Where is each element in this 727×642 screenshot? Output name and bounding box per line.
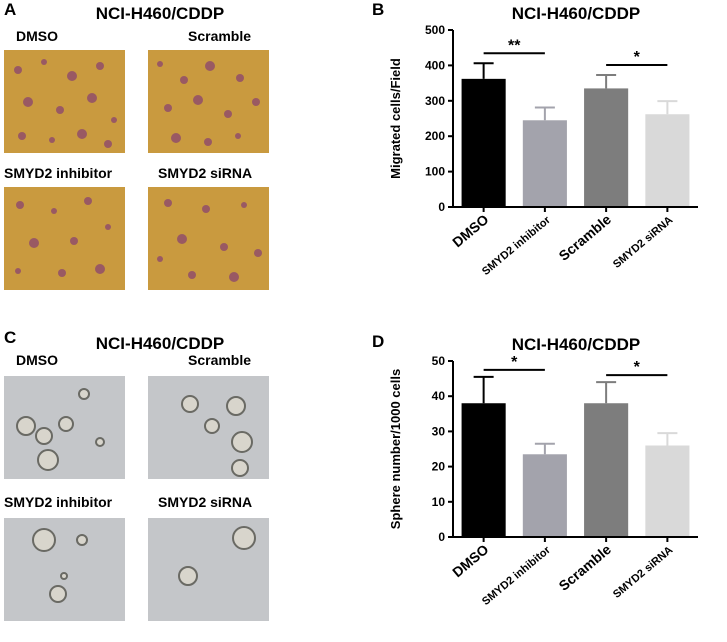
y-tick-label: 0 bbox=[438, 530, 445, 544]
y-tick-label: 10 bbox=[432, 495, 446, 509]
panel-a-title: NCI-H460/CDDP bbox=[95, 4, 225, 23]
bar-scramble bbox=[584, 88, 629, 207]
y-tick-label: 200 bbox=[425, 129, 445, 143]
image-label-scramble: Scramble bbox=[188, 28, 252, 44]
bar-scramble bbox=[584, 403, 629, 537]
panel-d-letter: D bbox=[372, 332, 385, 351]
micrograph-sphere-smyd2-sirna bbox=[148, 518, 269, 621]
micrograph-migration-scramble bbox=[148, 50, 269, 153]
micrograph-sphere-smyd2-inhibitor bbox=[4, 518, 125, 621]
y-tick-label: 500 bbox=[425, 23, 445, 37]
micrograph-migration-smyd2-inhibitor bbox=[4, 187, 125, 290]
image-label-scramble: Scramble bbox=[188, 352, 252, 368]
micrograph-sphere-scramble bbox=[148, 376, 269, 479]
y-axis-label: Sphere number/1000 cells bbox=[388, 369, 403, 529]
panel-c-title: NCI-H460/CDDP bbox=[95, 334, 225, 353]
image-label-smyd2-inhibitor: SMYD2 inhibitor bbox=[4, 494, 113, 510]
image-label-dmso: DMSO bbox=[16, 28, 58, 44]
panel-b-letter: B bbox=[372, 0, 385, 19]
bar-smyd2-inhibitor bbox=[522, 120, 567, 207]
chart-title: NCI-H460/CDDP bbox=[512, 4, 640, 23]
bar-dmso bbox=[461, 78, 506, 208]
y-tick-label: 30 bbox=[432, 424, 446, 438]
significance-label: ** bbox=[508, 37, 521, 54]
y-tick-label: 50 bbox=[432, 354, 446, 368]
x-tick-label-smyd2-sirna: SMYD2 siRNA bbox=[611, 544, 675, 601]
y-axis-label: Migrated cells/Field bbox=[388, 58, 403, 179]
bar-smyd2-inhibitor bbox=[522, 454, 567, 537]
significance-label: * bbox=[511, 354, 518, 371]
panel-c-letter: C bbox=[4, 328, 17, 347]
micrograph-migration-dmso bbox=[4, 50, 125, 153]
bar-dmso bbox=[461, 403, 506, 537]
image-label-smyd2-sirna: SMYD2 siRNA bbox=[158, 494, 253, 510]
y-tick-label: 20 bbox=[432, 460, 446, 474]
micrograph-migration-smyd2-sirna bbox=[148, 187, 269, 290]
x-tick-label-dmso: DMSO bbox=[449, 541, 492, 580]
x-tick-label-smyd2-sirna: SMYD2 siRNA bbox=[611, 214, 675, 271]
panel-a-letter: A bbox=[4, 0, 17, 19]
sphere-bar-chart: NCI-H460/CDDP Sphere number/1000 cells 0 10… bbox=[388, 335, 698, 608]
migration-bar-chart: NCI-H460/CDDP Migrated cells/Field 0 100 200… bbox=[388, 4, 698, 278]
chart-title: NCI-H460/CDDP bbox=[512, 335, 640, 354]
image-label-dmso: DMSO bbox=[16, 352, 58, 368]
y-tick-label: 400 bbox=[425, 58, 445, 72]
y-tick-label: 0 bbox=[438, 200, 445, 214]
bar-smyd2-sirna bbox=[645, 445, 690, 537]
x-tick-label-scramble: Scramble bbox=[555, 541, 614, 594]
y-tick-label: 300 bbox=[425, 94, 445, 108]
y-tick-label: 40 bbox=[432, 389, 446, 403]
micrograph-sphere-dmso bbox=[4, 376, 125, 479]
significance-label: * bbox=[634, 49, 641, 66]
image-label-smyd2-inhibitor: SMYD2 inhibitor bbox=[4, 165, 113, 181]
bar-smyd2-sirna bbox=[645, 114, 690, 207]
x-tick-label-scramble: Scramble bbox=[555, 211, 614, 264]
image-label-smyd2-sirna: SMYD2 siRNA bbox=[158, 165, 253, 181]
y-tick-label: 100 bbox=[425, 165, 445, 179]
x-tick-label-dmso: DMSO bbox=[449, 211, 492, 250]
significance-label: * bbox=[634, 359, 641, 376]
